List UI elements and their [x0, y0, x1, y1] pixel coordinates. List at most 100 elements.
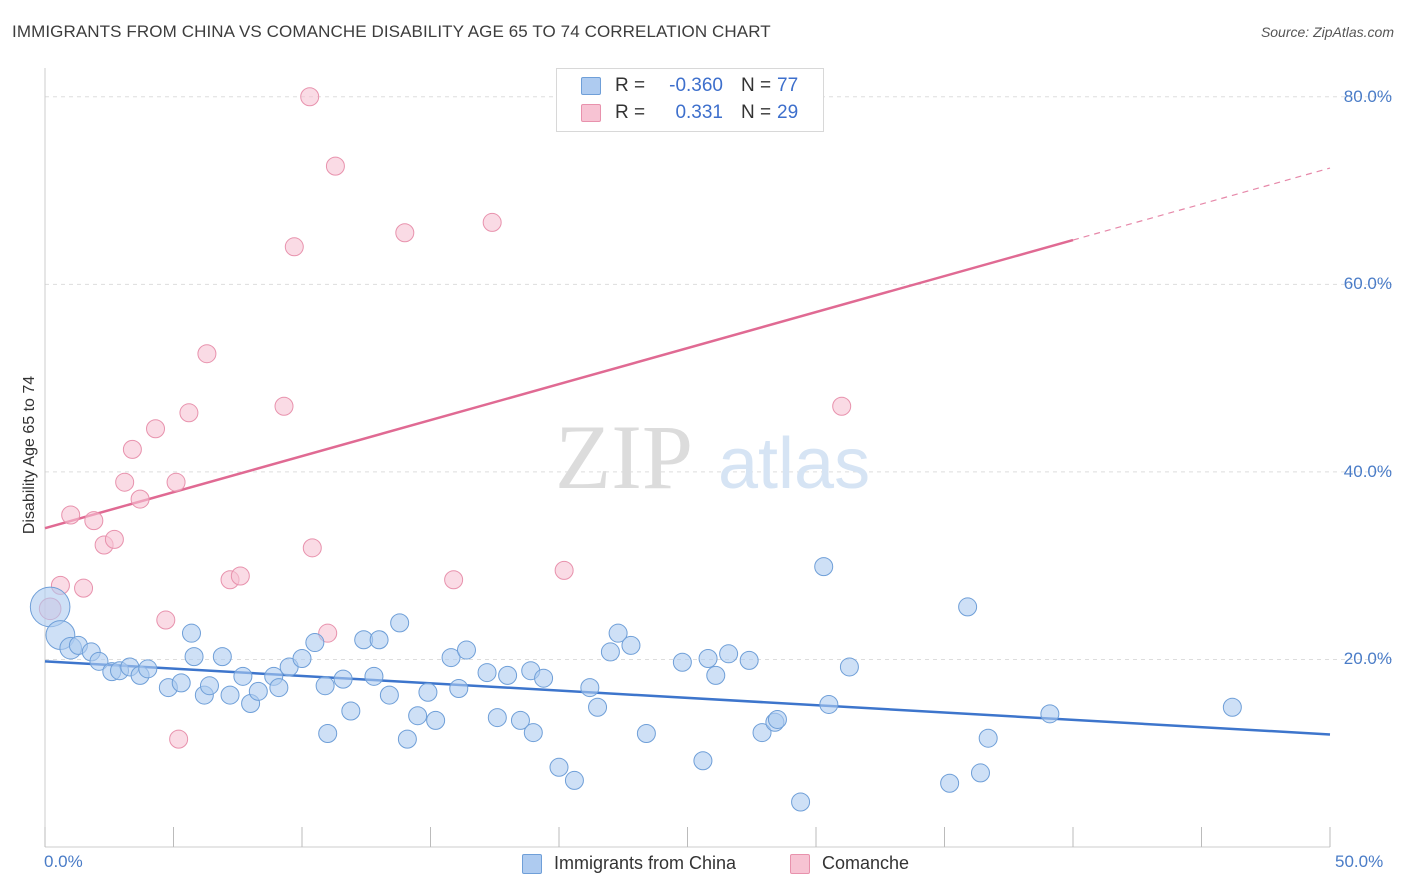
china-point [814, 557, 834, 577]
comanche-point [115, 472, 135, 492]
china-point [621, 635, 641, 655]
legend-r-label: R = [615, 75, 646, 96]
comanche-point [197, 344, 217, 364]
china-point [138, 659, 158, 679]
china-point [636, 724, 656, 744]
china-point [248, 681, 268, 701]
comanche-point [104, 529, 124, 549]
china-point [456, 640, 476, 660]
china-point [549, 757, 569, 777]
china-point [958, 597, 978, 617]
series-legend: Immigrants from China Comanche [0, 853, 1406, 877]
legend-item-china[interactable]: Immigrants from China [522, 853, 736, 874]
legend-swatch-comanche [790, 853, 810, 874]
legend-swatch-china [522, 853, 542, 874]
china-point [564, 770, 584, 790]
legend-swatch-china [581, 77, 601, 95]
china-point [739, 650, 759, 670]
watermark-zip: ZIP [555, 406, 693, 508]
comanche-point [284, 237, 304, 257]
china-trend-line [44, 660, 1331, 736]
legend-r-label: R = [615, 102, 646, 123]
china-point [305, 633, 325, 653]
comanche-point [230, 566, 250, 586]
y-tick-label: 80.0% [1343, 86, 1392, 106]
china-point [426, 710, 446, 730]
china-point [379, 685, 399, 705]
china-point [212, 647, 232, 667]
china-point [315, 676, 335, 696]
comanche-trend-line-extension [1072, 167, 1331, 241]
comanche-point [482, 212, 502, 232]
legend-label-comanche: Comanche [822, 853, 910, 873]
china-point [418, 682, 438, 702]
legend-n-label: N = [741, 102, 772, 123]
china-point [698, 649, 718, 669]
china-point [839, 657, 859, 677]
y-tick-label: 20.0% [1343, 649, 1392, 669]
comanche-point [169, 729, 189, 749]
china-point [292, 649, 312, 669]
china-point [341, 701, 361, 721]
comanche-point [146, 419, 166, 439]
data-points [29, 87, 1242, 812]
chart-title: IMMIGRANTS FROM CHINA VS COMANCHE DISABI… [12, 22, 771, 41]
comanche-point [61, 505, 81, 525]
china-point [510, 710, 530, 730]
legend-label-china: Immigrants from China [554, 853, 737, 873]
comanche-point [156, 610, 176, 630]
china-point [441, 648, 461, 668]
x-tick-label-max: 50.0% [1335, 852, 1384, 871]
y-tick-label: 40.0% [1343, 461, 1392, 481]
source-label: Source: ZipAtlas.com [1260, 24, 1394, 40]
legend-item-comanche[interactable]: Comanche [790, 853, 909, 874]
comanche-point [179, 403, 199, 423]
comanche-point [74, 578, 94, 598]
china-point [767, 709, 787, 729]
china-point [364, 666, 384, 686]
china-point [184, 647, 204, 667]
china-point [220, 685, 240, 705]
comanche-point [122, 439, 142, 459]
comanche-trend-line [44, 238, 1074, 530]
legend-row-comanche: R = 0.331 N = 29 [581, 102, 798, 124]
comanche-point [130, 489, 150, 509]
china-point [318, 724, 338, 744]
china-point [487, 708, 507, 728]
china-point [89, 651, 109, 671]
watermark: ZIP atlas [555, 406, 870, 508]
china-point [498, 665, 518, 685]
china-point [588, 697, 608, 717]
china-point [390, 613, 410, 633]
china-point [408, 706, 428, 726]
china-point [333, 669, 353, 689]
axes [44, 68, 1331, 848]
comanche-point [274, 396, 294, 416]
china-point [580, 678, 600, 698]
china-point [397, 729, 417, 749]
x-tick-label-min: 0.0% [44, 852, 83, 871]
china-point [269, 678, 289, 698]
china-point [608, 623, 628, 643]
legend-row-china: R = -0.360 N = 77 [581, 75, 798, 97]
trend-lines [44, 167, 1331, 736]
legend-n-value: 29 [777, 102, 799, 123]
china-point [477, 663, 497, 683]
china-point [819, 694, 839, 714]
comanche-point [318, 623, 338, 643]
watermark-atlas: atlas [718, 424, 870, 504]
china-point [369, 630, 389, 650]
comanche-point [166, 472, 186, 492]
china-point [706, 665, 726, 685]
legend-swatch-comanche [581, 104, 601, 122]
legend-n-value: 77 [777, 75, 799, 96]
comanche-point [325, 156, 345, 176]
correlation-legend: R = -0.360 N = 77 R = 0.331 N = 29 [556, 68, 824, 132]
china-point [199, 676, 219, 696]
comanche-point [444, 570, 464, 590]
china-point [719, 644, 739, 664]
china-point [1040, 704, 1060, 724]
legend-r-value: 0.331 [675, 102, 723, 123]
china-point [978, 728, 998, 748]
